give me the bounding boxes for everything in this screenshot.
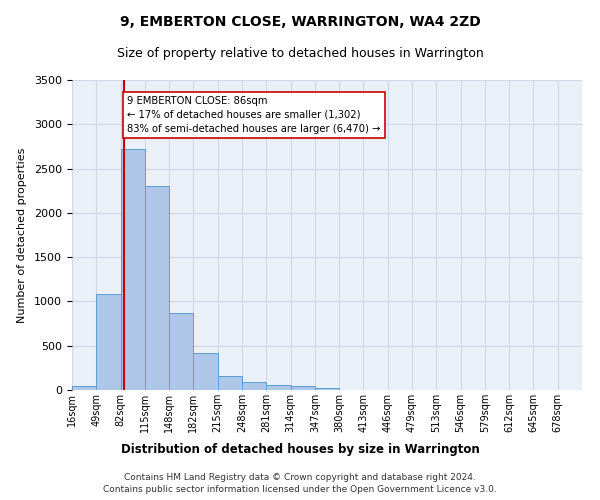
Bar [169, 313, 193, 390]
Text: 9, EMBERTON CLOSE, WARRINGTON, WA4 2ZD: 9, EMBERTON CLOSE, WARRINGTON, WA4 2ZD [119, 15, 481, 29]
Bar [193, 353, 218, 390]
Text: Size of property relative to detached houses in Warrington: Size of property relative to detached ho… [116, 48, 484, 60]
Bar [266, 385, 290, 390]
Bar [218, 376, 242, 390]
Y-axis label: Number of detached properties: Number of detached properties [17, 148, 27, 322]
Bar [315, 388, 339, 390]
Text: Contains HM Land Registry data © Crown copyright and database right 2024.: Contains HM Land Registry data © Crown c… [124, 472, 476, 482]
Text: Distribution of detached houses by size in Warrington: Distribution of detached houses by size … [121, 442, 479, 456]
Bar [145, 186, 169, 390]
Bar [290, 386, 315, 390]
Text: Contains public sector information licensed under the Open Government Licence v3: Contains public sector information licen… [103, 485, 497, 494]
Bar [121, 149, 145, 390]
Text: 9 EMBERTON CLOSE: 86sqm
← 17% of detached houses are smaller (1,302)
83% of semi: 9 EMBERTON CLOSE: 86sqm ← 17% of detache… [127, 96, 380, 134]
Bar [72, 386, 96, 390]
Bar [242, 382, 266, 390]
Bar [96, 294, 121, 390]
